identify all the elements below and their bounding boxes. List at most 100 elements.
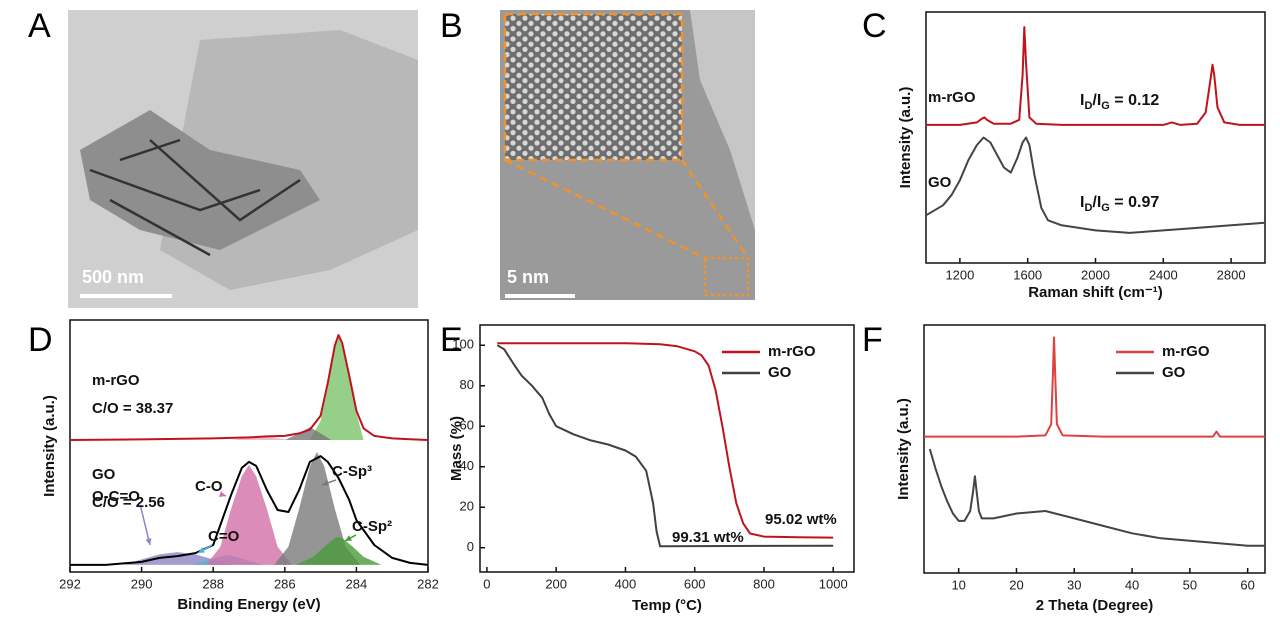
micrograph-b — [500, 10, 755, 300]
x-tick-label: 290 — [131, 576, 153, 591]
annotation: ID/IG = 0.12 — [1080, 92, 1159, 112]
plot-frame — [923, 324, 1266, 574]
component-area — [206, 464, 292, 565]
legend-label: m-rGO — [1162, 343, 1210, 360]
arrow-head — [219, 491, 226, 497]
annotation-part: = 0.12 — [1110, 92, 1159, 109]
panel-letter: D — [28, 321, 53, 359]
y-tick-label: 100 — [452, 337, 474, 352]
annotation: ID/IG = 0.97 — [1080, 194, 1159, 214]
micrograph-a — [68, 10, 418, 308]
label-arrow — [139, 504, 151, 546]
panel-letter: C — [862, 7, 887, 45]
series-label: GO — [92, 466, 116, 483]
component-area — [274, 452, 360, 565]
annotation-part: I — [1080, 194, 1084, 211]
component-area — [309, 336, 364, 440]
panel-letter: A — [28, 7, 51, 45]
x-tick-label: 288 — [202, 576, 224, 591]
series-label: m-rGO — [928, 89, 976, 106]
x-tick-label: 600 — [684, 576, 706, 591]
line-series — [926, 26, 1265, 126]
legend-label: GO — [768, 364, 792, 381]
component-area — [284, 427, 332, 440]
zoom-guide — [503, 12, 750, 297]
x-tick-label: 10 — [951, 577, 965, 592]
inset-lattice — [505, 14, 682, 160]
annotation-part: G — [1101, 100, 1110, 112]
annotation-part: D — [1084, 202, 1092, 214]
annotation: 99.31 wt% — [672, 529, 744, 546]
sheet — [80, 110, 320, 250]
x-tick-label: 1600 — [1013, 267, 1042, 282]
annotation: 95.02 wt% — [765, 511, 837, 528]
legend-label: m-rGO — [768, 343, 816, 360]
x-tick-label: 40 — [1125, 577, 1139, 592]
y-axis-label: Mass (%) — [448, 416, 465, 481]
x-axis-label: Raman shift (cm⁻¹) — [1028, 284, 1163, 301]
annotation-part: I — [1080, 92, 1084, 109]
y-axis-label: Intensity (a.u.) — [895, 398, 912, 500]
line-series — [69, 334, 429, 441]
series-label: m-rGO — [92, 372, 140, 389]
y-tick-label: 80 — [460, 377, 474, 392]
x-tick-label: 1000 — [819, 576, 848, 591]
x-axis-label: 2 Theta (Degree) — [1036, 597, 1154, 614]
x-tick-label: 292 — [59, 576, 81, 591]
y-tick-label: 60 — [460, 418, 474, 433]
line-series — [496, 344, 834, 548]
x-tick-label: 30 — [1067, 577, 1081, 592]
x-tick-label: 800 — [753, 576, 775, 591]
y-tick-label: 0 — [467, 539, 474, 554]
x-tick-label: 50 — [1183, 577, 1197, 592]
x-axis-label: Temp (°C) — [632, 597, 702, 614]
series-label: GO — [928, 174, 952, 191]
legend-label: GO — [1162, 364, 1186, 381]
annotation-part: G — [1101, 202, 1110, 214]
y-tick-label: 20 — [460, 499, 474, 514]
arrow-head — [198, 547, 205, 553]
y-axis-label: Intensity (a.u.) — [897, 87, 914, 189]
x-tick-label: 2800 — [1217, 267, 1246, 282]
series-label: C-O — [195, 478, 223, 495]
x-tick-label: 284 — [346, 576, 368, 591]
series-label: C-Sp³ — [332, 463, 372, 480]
x-tick-label: 60 — [1240, 577, 1254, 592]
x-tick-label: 0 — [483, 576, 490, 591]
annotation-part: /I — [1092, 194, 1101, 211]
vacuum-edge — [690, 10, 755, 230]
plot-frame — [925, 11, 1266, 264]
wrinkle — [89, 138, 301, 257]
line-series — [928, 448, 1265, 547]
arrow-head — [322, 480, 329, 486]
y-axis-label: Intensity (a.u.) — [41, 395, 58, 497]
line-series — [924, 336, 1265, 438]
annotation-part: = 0.97 — [1110, 194, 1159, 211]
panel-letter: F — [862, 321, 883, 359]
x-axis-label: Binding Energy (eV) — [177, 596, 320, 613]
x-tick-label: 400 — [615, 576, 637, 591]
annotation: C/O = 2.56 — [92, 494, 165, 511]
series-label: O-C=O — [92, 488, 140, 505]
series-label: C-Sp² — [352, 518, 392, 535]
scale-bar-label: 5 nm — [507, 267, 549, 287]
annotation-part: D — [1084, 100, 1092, 112]
component-area — [231, 436, 289, 440]
x-tick-label: 282 — [417, 576, 439, 591]
arrow-head — [145, 538, 152, 545]
x-tick-label: 20 — [1009, 577, 1023, 592]
component-area — [295, 537, 382, 565]
annotation: C/O = 38.37 — [92, 400, 173, 417]
plot-frame — [479, 324, 855, 573]
scale-bar-label: 500 nm — [82, 267, 144, 287]
x-tick-label: 200 — [545, 576, 567, 591]
x-tick-label: 2000 — [1081, 267, 1110, 282]
y-tick-label: 40 — [460, 458, 474, 473]
line-series — [497, 342, 834, 539]
line-series — [70, 455, 429, 566]
panel-letter: B — [440, 7, 463, 45]
panel-letter: E — [440, 321, 463, 359]
series-label: C=O — [208, 528, 240, 545]
